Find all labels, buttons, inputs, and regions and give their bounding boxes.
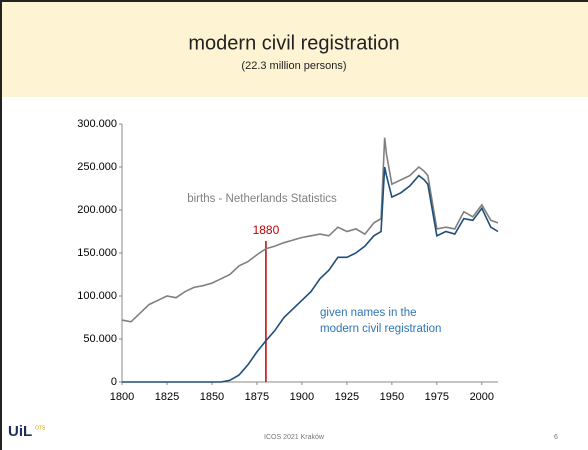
x-tick-label: 1800	[110, 391, 134, 403]
footer-text: ICOS 2021 Kraków	[264, 434, 325, 441]
y-tick-label: 300.000	[77, 118, 117, 130]
series-label: modern civil registration	[320, 323, 441, 335]
title: modern civil registration	[188, 32, 399, 54]
y-tick-label: 200.000	[77, 204, 117, 216]
x-tick-label: 1825	[155, 391, 179, 403]
marker-label: 1880	[253, 223, 280, 237]
y-tick-label: 100.000	[77, 290, 117, 302]
x-tick-label: 1900	[290, 391, 314, 403]
x-tick-label: 1975	[425, 391, 449, 403]
series-label: given names in the	[320, 307, 417, 319]
x-tick-label: 2000	[470, 391, 494, 403]
x-tick-label: 1875	[245, 391, 269, 403]
y-tick-label: 150.000	[77, 247, 117, 259]
x-tick-label: 1925	[335, 391, 359, 403]
header-band	[0, 0, 588, 97]
series-line	[122, 166, 499, 383]
y-tick-label: 50.000	[83, 333, 117, 345]
x-tick-label: 1950	[380, 391, 404, 403]
logo-sub: OTS	[35, 425, 46, 431]
series-label: births - Netherlands Statistics	[187, 193, 337, 205]
series-line	[121, 137, 499, 323]
subtitle: (22.3 million persons)	[241, 60, 346, 72]
page-number: 6	[554, 434, 558, 441]
y-tick-label: 0	[111, 376, 117, 388]
x-tick-label: 1850	[200, 391, 224, 403]
y-tick-label: 250.000	[77, 161, 117, 173]
logo: UiL	[8, 423, 32, 440]
